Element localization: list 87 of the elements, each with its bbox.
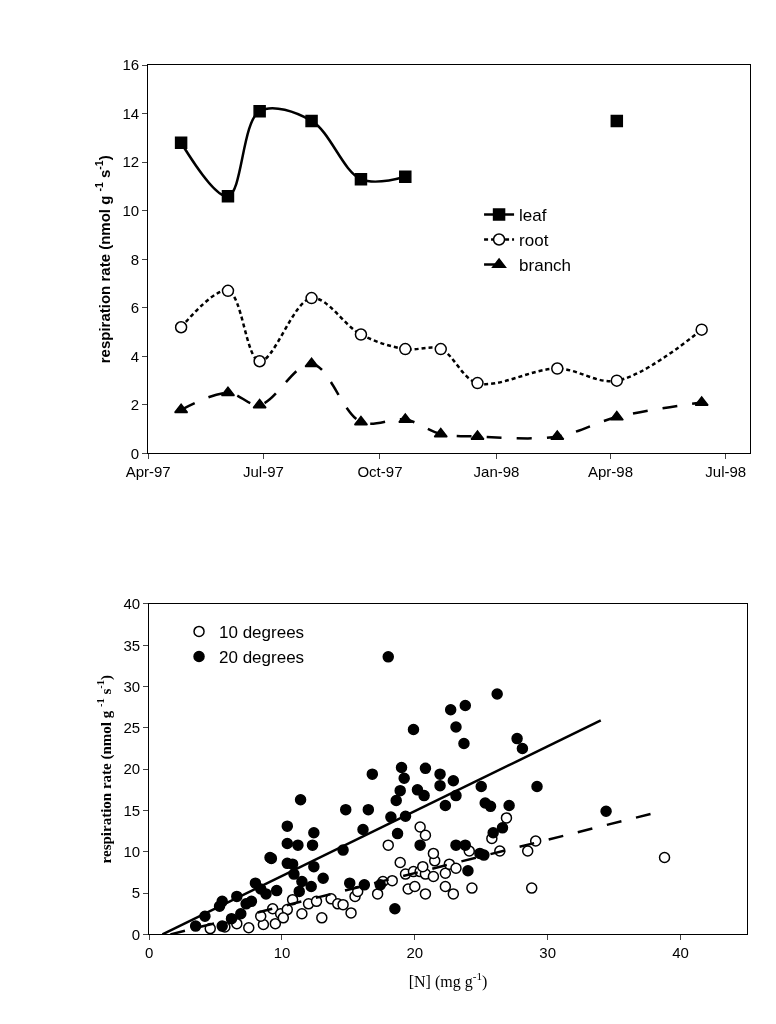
point xyxy=(316,912,328,924)
y-tick-label: 10 xyxy=(122,201,140,219)
point xyxy=(695,323,708,336)
point xyxy=(277,912,290,924)
point xyxy=(500,812,513,824)
point xyxy=(382,839,394,851)
x-tick-label: 30 xyxy=(539,944,556,962)
x-tick-label: Jan-98 xyxy=(473,463,520,481)
point xyxy=(253,354,266,368)
point xyxy=(253,104,266,118)
point xyxy=(414,821,426,833)
point xyxy=(174,321,188,334)
point xyxy=(439,880,452,893)
x-axis-title: [N] (mg g$^{-1}$) xyxy=(408,970,488,992)
y-tick-label: 8 xyxy=(130,250,140,268)
y-tick-label: 35 xyxy=(123,636,141,654)
x-tick-label: Jul-98 xyxy=(705,463,747,481)
point xyxy=(694,396,709,407)
point xyxy=(658,851,671,864)
point xyxy=(609,410,624,421)
point xyxy=(305,291,318,305)
point xyxy=(466,882,478,894)
point xyxy=(386,874,398,887)
x-tick-label: Jul-97 xyxy=(243,463,284,481)
x-tick-label: Apr-98 xyxy=(587,463,633,481)
point xyxy=(221,189,235,203)
point xyxy=(399,170,412,183)
x-tick-label: 20 xyxy=(406,944,424,962)
point xyxy=(354,328,368,341)
legend-label: root xyxy=(519,231,549,251)
point xyxy=(252,398,267,409)
x-tick-label: Apr-97 xyxy=(125,463,171,481)
point xyxy=(345,907,357,919)
y-tick-label: 20 xyxy=(123,760,141,778)
point xyxy=(610,114,624,128)
legend-label: branch xyxy=(519,256,572,276)
y-tick-label: 2 xyxy=(130,396,140,414)
point xyxy=(399,342,412,356)
y-tick-label: 14 xyxy=(122,104,140,122)
legend-label: 20 degrees xyxy=(219,648,305,668)
y-tick-label: 30 xyxy=(123,677,141,695)
point xyxy=(427,847,440,860)
point xyxy=(447,888,460,900)
point xyxy=(439,867,452,879)
point xyxy=(269,917,282,930)
y-tick-label: 0 xyxy=(131,925,141,943)
point xyxy=(419,829,432,841)
y-tick-label: 10 xyxy=(123,843,141,861)
x-tick-label: Oct-97 xyxy=(357,463,403,481)
y-tick-label: 40 xyxy=(123,595,141,613)
point xyxy=(471,376,484,390)
legend-label: leaf xyxy=(519,206,547,226)
point xyxy=(394,856,406,869)
point xyxy=(243,922,255,934)
point xyxy=(551,362,564,375)
point xyxy=(305,114,318,128)
y-tick-label: 0 xyxy=(130,444,140,462)
point xyxy=(450,862,462,875)
point xyxy=(221,284,235,298)
point xyxy=(337,898,349,911)
point xyxy=(371,888,384,900)
y-tick-label: 15 xyxy=(123,801,141,819)
point xyxy=(525,882,538,894)
point xyxy=(409,880,421,893)
legend-label: 10 degrees xyxy=(219,623,305,643)
point xyxy=(433,427,448,438)
point xyxy=(419,888,432,900)
point xyxy=(521,845,534,857)
point xyxy=(529,835,542,847)
x-tick-label: 40 xyxy=(672,944,689,962)
point xyxy=(174,403,189,414)
point xyxy=(417,860,429,873)
y-tick-label: 25 xyxy=(123,719,141,737)
point xyxy=(434,342,448,356)
y-tick-label: 12 xyxy=(122,153,140,171)
y-tick-label: 6 xyxy=(130,299,140,317)
y-tick-label: 16 xyxy=(122,56,140,74)
point xyxy=(427,870,440,883)
x-tick-label: 10 xyxy=(273,944,291,962)
point xyxy=(296,907,308,920)
point xyxy=(174,136,188,149)
point xyxy=(354,172,368,186)
y-tick-label: 4 xyxy=(130,347,140,365)
point xyxy=(610,374,624,387)
point xyxy=(304,357,319,368)
y-tick-label: 5 xyxy=(131,884,141,902)
x-tick-label: 0 xyxy=(144,944,154,962)
